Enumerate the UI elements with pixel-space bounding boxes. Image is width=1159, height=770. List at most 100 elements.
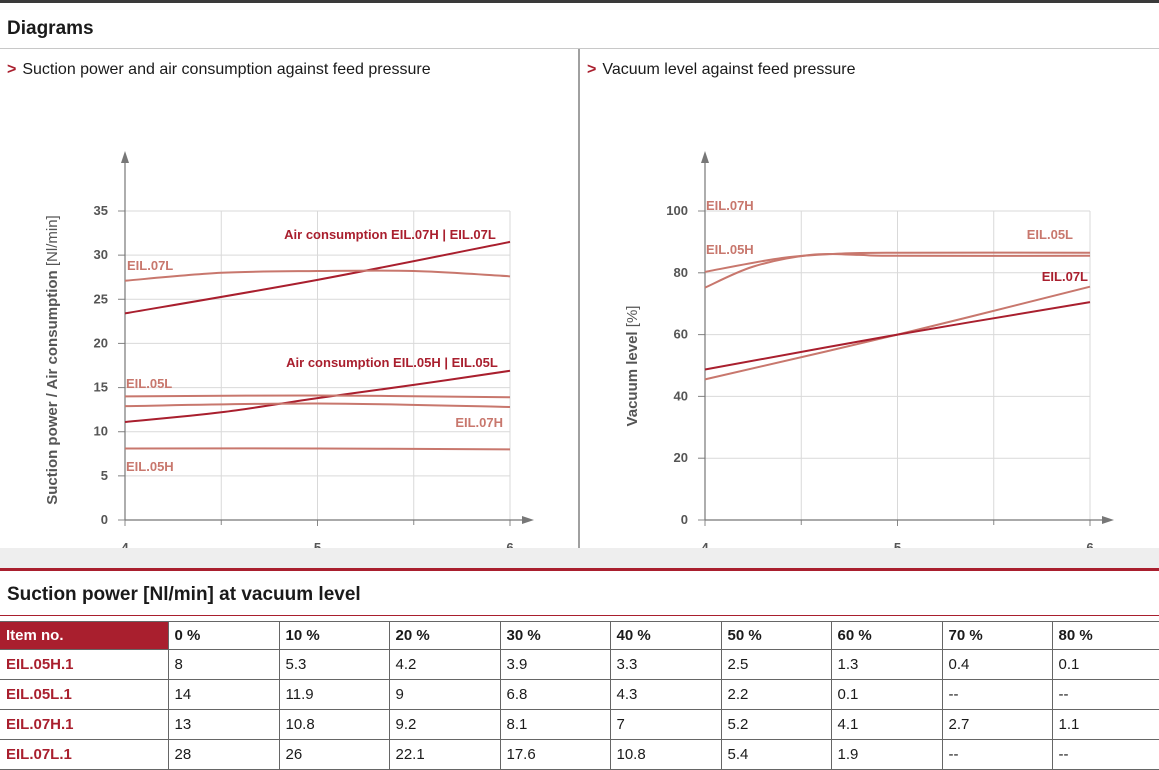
y-tick-label: 5 (101, 468, 108, 483)
column-header: 70 % (941, 621, 1053, 650)
y-axis-label: Suction power / Air consumption (44, 270, 61, 504)
table-cell: 9 (388, 679, 501, 710)
table-cell: -- (1051, 739, 1159, 770)
y-tick-label: 10 (94, 424, 108, 439)
column-header: 0 % (167, 621, 280, 650)
section-gap (0, 548, 1159, 568)
table-cell: 7 (609, 709, 722, 740)
panel-divider (578, 49, 580, 548)
y-axis-title: Vacuum level [%] (624, 306, 641, 427)
series-label: EIL.05H (126, 459, 174, 474)
caption-arrow-icon: > (587, 61, 597, 78)
column-header: 20 % (388, 621, 501, 650)
column-header: 80 % (1051, 621, 1159, 650)
column-header: 40 % (609, 621, 722, 650)
caption-arrow-icon: > (7, 61, 17, 78)
table-cell: 8.1 (499, 709, 611, 740)
section-title: Diagrams (7, 18, 94, 39)
chart-title: Suction power and air consumption agains… (22, 61, 431, 78)
series-label: EIL.07L (1042, 269, 1088, 284)
chart-panel-suction: > Suction power and air consumption again… (0, 49, 578, 548)
y-tick-label: 35 (94, 203, 108, 218)
item-number-cell: EIL.07L.1 (0, 739, 169, 770)
series-line-3 (704, 301, 1091, 371)
series-line-1 (124, 269, 511, 282)
table-cell: 4.1 (830, 709, 943, 740)
column-header: 10 % (278, 621, 390, 650)
x-tick-label: 4 (121, 540, 129, 548)
y-tick-label: 20 (94, 335, 108, 350)
y-tick-label: 30 (94, 247, 108, 262)
diagrams-header: Diagrams (0, 3, 1159, 49)
chart-panel-vacuum: > Vacuum level against feed pressure 0 20 4… (580, 49, 1159, 548)
suction-chart: 05101520253035456Feed pressure [bar]Suct… (44, 151, 534, 548)
y-axis-label: Vacuum level (624, 331, 641, 426)
x-axis-arrow-icon (1102, 516, 1114, 524)
table-cell: -- (1051, 679, 1159, 710)
table-cell: 5.2 (720, 709, 832, 740)
vacuum-chart: 020406080100456Feed pressure [bar]Vacuum… (624, 151, 1114, 548)
table-row: EIL.07L.1 28 26 22.1 17.6 10.8 5.4 1.9 -- -- (0, 739, 1159, 770)
item-number-cell: EIL.05L.1 (0, 679, 169, 710)
table-cell: 2.5 (720, 649, 832, 680)
table-cell: 13 (167, 709, 280, 740)
series-line-1 (704, 252, 1091, 289)
suction-power-table: Item no. 0 % 10 % 20 % 30 % 40 % 50 % 60 % 70 % 8… (0, 621, 1159, 770)
table-cell: 17.6 (499, 739, 611, 770)
x-tick-label: 5 (314, 540, 321, 548)
table-cell: 1.9 (830, 739, 943, 770)
table-cell: 10.8 (609, 739, 722, 770)
y-axis-unit: [Nl/min] (44, 215, 61, 270)
table-cell: 11.9 (278, 679, 390, 710)
table-cell: 4.3 (609, 679, 722, 710)
x-tick-label: 5 (894, 540, 901, 548)
series-label: EIL.05L (126, 376, 172, 391)
table-cell: 3.9 (499, 649, 611, 680)
series-label: Air consumption EIL.05H | EIL.05L (286, 355, 498, 370)
series-line-3 (124, 394, 511, 399)
y-tick-label: 15 (94, 380, 108, 395)
table-row: EIL.05L.1 14 11.9 9 6.8 4.3 2.2 0.1 -- -- (0, 679, 1159, 710)
table-cell: 3.3 (609, 649, 722, 680)
column-header: 50 % (720, 621, 832, 650)
table-cell: -- (941, 679, 1053, 710)
y-axis-title: Suction power / Air consumption [Nl/min] (44, 215, 61, 504)
table-cell: 26 (278, 739, 390, 770)
y-axis-unit: [%] (624, 306, 641, 332)
x-tick-label: 6 (1086, 540, 1093, 548)
x-axis-arrow-icon (522, 516, 534, 524)
column-header: 30 % (499, 621, 611, 650)
table-cell: 2.7 (941, 709, 1053, 740)
x-tick-label: 4 (701, 540, 709, 548)
top-rule (0, 0, 1159, 3)
chart-caption: > Vacuum level against feed pressure (587, 61, 856, 79)
table-cell: 0.4 (941, 649, 1053, 680)
series-line-5 (124, 447, 511, 451)
table-cell: 0.1 (1051, 649, 1159, 680)
table-cell: 8 (167, 649, 280, 680)
y-tick-label: 40 (674, 388, 688, 403)
table-top-rule (0, 568, 1159, 571)
x-tick-label: 6 (506, 540, 513, 548)
series-line-4 (124, 402, 511, 408)
table-cell: 1.3 (830, 649, 943, 680)
column-header: Item no. (0, 621, 169, 650)
table-cell: 22.1 (388, 739, 501, 770)
item-number-cell: EIL.07H.1 (0, 709, 169, 740)
series-label: EIL.07H (455, 415, 503, 430)
y-tick-label: 20 (674, 450, 688, 465)
series-label: EIL.05L (1027, 227, 1073, 242)
table-cell: 1.1 (1051, 709, 1159, 740)
series-label: EIL.05H (706, 242, 754, 257)
table-cell: 28 (167, 739, 280, 770)
table-header-row: Item no. 0 % 10 % 20 % 30 % 40 % 50 % 60 % 70 % 8… (0, 621, 1159, 650)
y-tick-label: 0 (681, 512, 688, 527)
series-line-2 (124, 369, 511, 423)
y-tick-label: 60 (674, 327, 688, 342)
series-line-0 (124, 240, 511, 315)
table-title-rule (0, 615, 1159, 616)
table-cell: 6.8 (499, 679, 611, 710)
series-label: EIL.07H (706, 198, 754, 213)
table-cell: 4.2 (388, 649, 501, 680)
table-cell: 2.2 (720, 679, 832, 710)
